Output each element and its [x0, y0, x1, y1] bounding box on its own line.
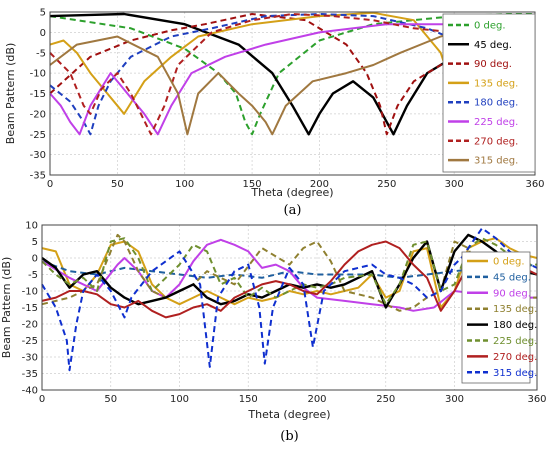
y-tick-label: -30 — [30, 150, 46, 161]
x-tick-label: 100 — [170, 394, 189, 405]
legend-label: 225 deg. — [493, 336, 537, 347]
legend-label: 315 deg. — [493, 368, 537, 379]
series-line — [41, 227, 538, 372]
x-tick-label: 150 — [243, 179, 262, 190]
x-tick-label: 0 — [39, 394, 45, 405]
y-tick-label: 5 — [32, 237, 38, 248]
series-line — [49, 19, 535, 136]
y-tick-label: -15 — [22, 303, 38, 314]
x-tick-label: 200 — [310, 179, 329, 190]
legend-label: 315 deg. — [474, 156, 518, 167]
x-tick-label: 50 — [111, 179, 124, 190]
y-tick-label: -10 — [22, 287, 38, 298]
x-tick-label: 360 — [527, 394, 546, 405]
y-tick-label: 5 — [40, 8, 46, 19]
y-tick-label: 0 — [32, 254, 38, 265]
series-line — [41, 233, 537, 312]
y-tick-label: -40 — [22, 386, 38, 397]
legend-label: 180 deg. — [474, 98, 518, 109]
figure-caption: (a) — [284, 203, 302, 218]
x-tick-label: 0 — [47, 179, 53, 190]
y-tick-label: 10 — [25, 221, 38, 232]
y-tick-label: -20 — [30, 109, 46, 120]
legend-label: 0 deg. — [493, 257, 525, 268]
series-line — [49, 13, 536, 136]
y-tick-label: -30 — [22, 353, 38, 364]
legend-label: 45 deg. — [493, 272, 531, 283]
y-tick-label: -5 — [28, 270, 38, 281]
y-tick-label: -20 — [22, 320, 38, 331]
x-axis-label: Theta (degree) — [247, 408, 330, 421]
y-tick-label: -10 — [30, 69, 46, 80]
legend-label: 225 deg. — [474, 117, 518, 128]
y-tick-label: -25 — [22, 336, 38, 347]
x-tick-label: 200 — [307, 394, 326, 405]
y-tick-label: -15 — [30, 89, 46, 100]
x-axis-label: Theta (degree) — [250, 186, 333, 199]
series-line — [49, 12, 536, 136]
chart-b: 0 50 100 150 200 250 300 3601050-5-10-15-20-25-… — [0, 221, 547, 445]
legend-label: 270 deg. — [474, 136, 518, 147]
legend-label: 135 deg. — [493, 304, 537, 315]
legend-label: 90 deg. — [474, 59, 512, 70]
series-line — [49, 13, 535, 136]
plot-frame — [41, 224, 538, 391]
y-tick-label: -5 — [36, 48, 46, 59]
y-axis-label: Beam Pattern (dB) — [4, 43, 17, 144]
x-tick-label: 100 — [175, 179, 194, 190]
y-tick-label: -35 — [30, 171, 46, 182]
legend-label: 270 deg. — [493, 352, 537, 363]
x-tick-label: 50 — [104, 394, 117, 405]
y-tick-label: 0 — [40, 28, 46, 39]
series-line — [41, 238, 537, 312]
x-tick-label: 300 — [445, 394, 464, 405]
legend-label: 180 deg. — [493, 320, 537, 331]
legend-label: 45 deg. — [474, 40, 512, 51]
legend-label: 90 deg. — [493, 288, 531, 299]
x-tick-label: 250 — [376, 394, 395, 405]
series-line — [49, 13, 536, 136]
legend-label: 135 deg. — [474, 78, 518, 89]
legend-label: 0 deg. — [474, 21, 506, 32]
legend-box — [442, 13, 536, 173]
y-tick-label: -35 — [22, 369, 38, 380]
chart-a: 0 50 100 150 200 250 300 36050-5-10-15-20-25-30… — [4, 8, 545, 219]
x-tick-label: 150 — [239, 394, 258, 405]
x-tick-label: 360 — [525, 179, 544, 190]
y-axis-label: Beam Pattern (dB) — [0, 257, 13, 358]
legend-box — [461, 251, 531, 384]
x-tick-label: 250 — [377, 179, 396, 190]
figure-caption: (b) — [280, 429, 298, 444]
series-line — [41, 237, 537, 306]
x-tick-label: 300 — [445, 179, 464, 190]
y-tick-label: -25 — [30, 130, 46, 141]
series-line — [41, 240, 538, 319]
